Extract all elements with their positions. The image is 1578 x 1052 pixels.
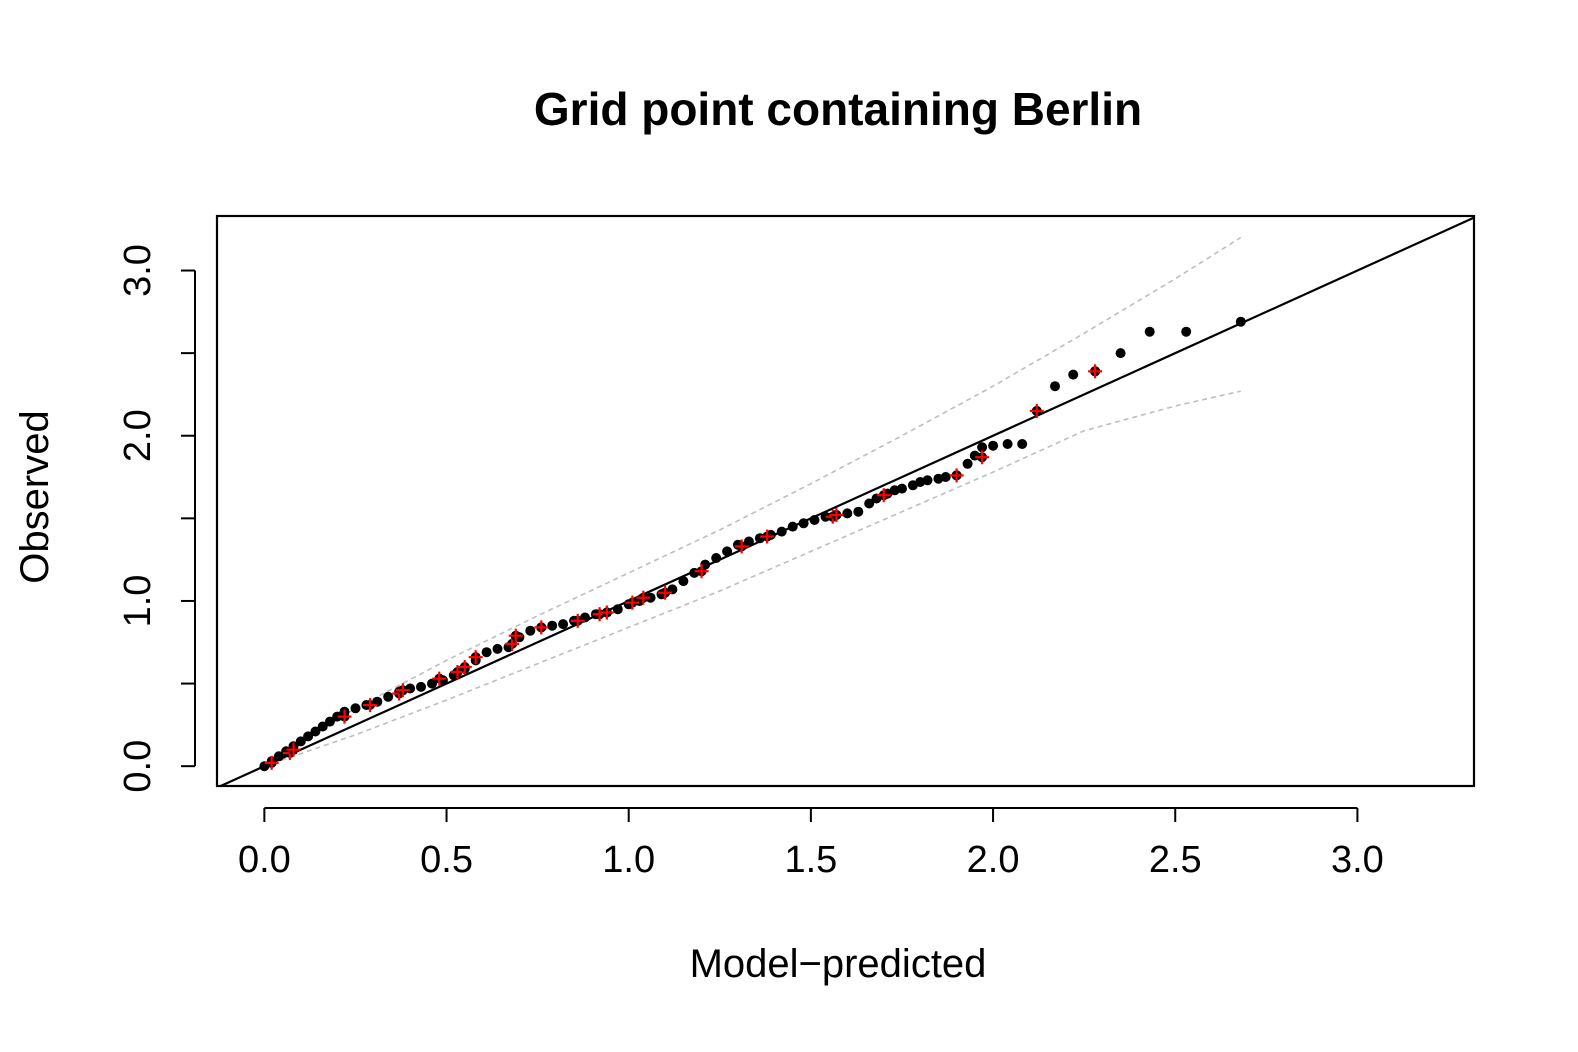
x-tick-label: 2.0 — [967, 839, 1020, 881]
highlight-marker — [636, 590, 651, 605]
data-point — [743, 536, 754, 547]
highlight-marker — [760, 529, 775, 544]
data-point — [645, 592, 656, 603]
data-points — [259, 316, 1246, 772]
data-point — [842, 508, 853, 519]
highlight-marker — [363, 698, 378, 713]
highlight-marker — [337, 709, 352, 724]
data-point — [1115, 348, 1126, 359]
data-point — [977, 442, 988, 453]
y-axis: 0.0 1.0 2.0 3.0 — [117, 244, 196, 793]
x-tick-label: 1.5 — [784, 839, 837, 881]
data-point — [383, 691, 394, 702]
highlight-marker — [432, 671, 447, 686]
data-point — [303, 731, 314, 742]
highlight-marker — [395, 683, 410, 698]
x-axis: 0.0 0.5 1.0 1.5 2.0 2.5 3.0 — [238, 807, 1384, 881]
data-point — [722, 546, 733, 557]
x-tick-label: 2.5 — [1149, 839, 1202, 881]
confidence-envelope — [263, 236, 1242, 767]
x-tick-label: 0.5 — [420, 839, 473, 881]
y-tick-label: 1.0 — [117, 575, 159, 628]
data-point — [492, 643, 503, 654]
highlight-marker — [468, 650, 483, 665]
data-point — [350, 703, 361, 714]
highlight-markers — [264, 364, 1103, 770]
highlight-marker — [534, 620, 549, 635]
data-point — [711, 553, 722, 563]
data-point — [1144, 326, 1155, 337]
highlight-marker — [457, 660, 472, 675]
highlight-marker — [625, 595, 640, 610]
y-tick-label: 2.0 — [117, 409, 159, 462]
data-point — [1181, 326, 1192, 337]
data-point — [798, 518, 809, 529]
highlight-marker — [876, 488, 891, 503]
data-point — [273, 751, 284, 762]
highlight-marker — [508, 628, 523, 643]
chart-title: Grid point containing Berlin — [534, 83, 1142, 135]
data-point — [324, 716, 335, 727]
highlight-marker — [599, 605, 614, 620]
data-point — [416, 681, 426, 692]
data-point — [940, 472, 951, 482]
reference-line — [220, 216, 1475, 788]
highlight-marker — [1088, 364, 1103, 379]
data-point — [897, 483, 907, 494]
data-point — [1017, 439, 1028, 449]
data-point — [481, 647, 492, 658]
data-point — [787, 521, 798, 532]
data-point — [962, 458, 973, 469]
highlight-marker — [450, 665, 465, 679]
highlight-marker — [975, 450, 990, 465]
data-point — [310, 726, 321, 737]
data-point — [295, 736, 306, 747]
y-tick-label: 3.0 — [117, 244, 159, 297]
data-point — [988, 440, 999, 451]
x-tick-label: 0.0 — [238, 839, 291, 881]
envelope-upper-line — [263, 236, 1242, 767]
data-point — [1002, 439, 1013, 449]
highlight-marker — [949, 468, 964, 483]
y-tick-label: 0.0 — [117, 740, 159, 793]
data-point — [427, 678, 437, 689]
data-point — [612, 604, 623, 615]
data-point — [864, 498, 875, 509]
x-tick-label: 1.0 — [602, 839, 655, 881]
data-point — [525, 625, 536, 636]
envelope-lower-line — [264, 390, 1241, 767]
data-point — [853, 506, 864, 517]
data-point — [317, 721, 328, 732]
y-axis-label: Observed — [13, 410, 57, 583]
highlight-marker — [658, 585, 673, 600]
data-point — [1235, 316, 1246, 327]
data-point — [558, 619, 569, 630]
highlight-marker — [829, 508, 844, 523]
highlight-marker — [694, 564, 709, 579]
data-point — [332, 711, 343, 722]
data-point — [678, 576, 689, 587]
data-point — [922, 475, 933, 486]
reference-line-group — [220, 216, 1475, 788]
data-point — [1068, 369, 1079, 380]
x-tick-label: 3.0 — [1331, 839, 1384, 881]
data-point — [547, 620, 558, 631]
data-point — [776, 526, 787, 537]
plot-frame — [215, 214, 1476, 788]
highlight-marker — [264, 755, 279, 770]
data-point — [820, 511, 831, 522]
highlight-marker — [505, 636, 520, 651]
x-axis-label: Model−predicted — [690, 942, 987, 986]
highlight-marker — [1029, 403, 1044, 418]
data-point — [809, 515, 820, 525]
highlight-marker — [286, 742, 301, 757]
highlight-marker — [570, 613, 585, 628]
highlight-marker — [734, 539, 749, 554]
data-point — [1050, 381, 1060, 392]
